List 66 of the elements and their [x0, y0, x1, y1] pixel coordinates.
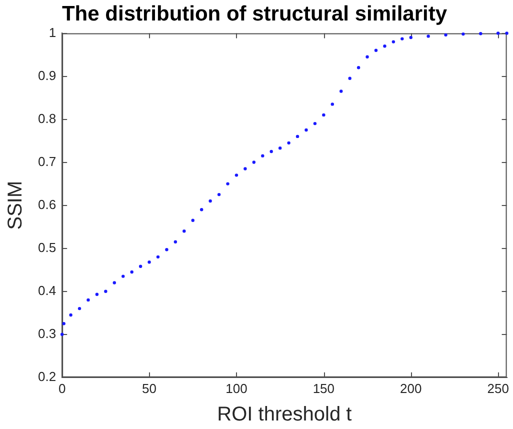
point	[374, 48, 378, 52]
point	[234, 174, 238, 177]
y-tick-label: 0.2	[38, 368, 56, 384]
point	[138, 264, 142, 268]
point	[462, 32, 465, 36]
point	[313, 122, 317, 126]
x-tick-label: 0	[58, 380, 66, 396]
y-tick-label: 0.3	[38, 326, 56, 341]
point	[356, 66, 360, 70]
point	[366, 55, 369, 58]
point	[165, 248, 168, 252]
point	[287, 141, 290, 145]
point	[278, 146, 282, 150]
x-tick-label: 250	[487, 380, 509, 396]
point	[217, 192, 221, 196]
point	[69, 313, 72, 317]
y-tick-label: 0.5	[38, 240, 56, 255]
x-axis-title: ROI threshold t	[217, 404, 352, 426]
point	[348, 76, 352, 80]
point	[130, 270, 134, 274]
chart-title: The distribution of structural similarity	[62, 2, 448, 26]
point	[400, 37, 404, 40]
x-tick-label: 50	[142, 380, 157, 396]
point	[383, 44, 386, 48]
point	[322, 113, 326, 117]
point	[226, 182, 230, 186]
point	[261, 154, 264, 158]
point	[122, 274, 125, 278]
x-tick-label: 200	[400, 380, 422, 396]
point	[95, 292, 99, 296]
y-tick-label: 0.6	[38, 196, 56, 212]
y-tick-label: 0.7	[38, 154, 56, 169]
point	[148, 260, 151, 264]
point	[270, 150, 273, 154]
x-tick-label: 100	[226, 380, 248, 396]
point	[62, 322, 66, 326]
point	[505, 32, 508, 35]
point	[200, 208, 204, 212]
point	[78, 306, 82, 310]
point	[174, 240, 178, 244]
point	[296, 134, 300, 138]
point	[156, 255, 160, 259]
y-tick-label: 1	[48, 24, 56, 40]
point	[208, 199, 212, 203]
y-tick-label: 0.9	[38, 68, 56, 83]
point	[60, 332, 64, 336]
point	[244, 167, 247, 170]
point	[252, 160, 256, 164]
point	[444, 33, 448, 37]
point	[304, 128, 308, 132]
point	[182, 230, 186, 233]
point	[340, 90, 343, 93]
point	[392, 40, 396, 44]
point	[409, 36, 412, 40]
point	[496, 32, 500, 35]
point	[426, 34, 430, 38]
point	[86, 298, 90, 302]
point	[191, 218, 194, 222]
y-tick-label: 0.8	[38, 110, 56, 126]
x-tick-label: 150	[312, 380, 335, 396]
y-tick-label: 0.4	[38, 282, 56, 298]
point	[104, 290, 108, 293]
point	[479, 32, 482, 36]
point	[112, 281, 116, 284]
point	[330, 102, 334, 106]
y-axis-title: SSIM	[4, 180, 27, 230]
